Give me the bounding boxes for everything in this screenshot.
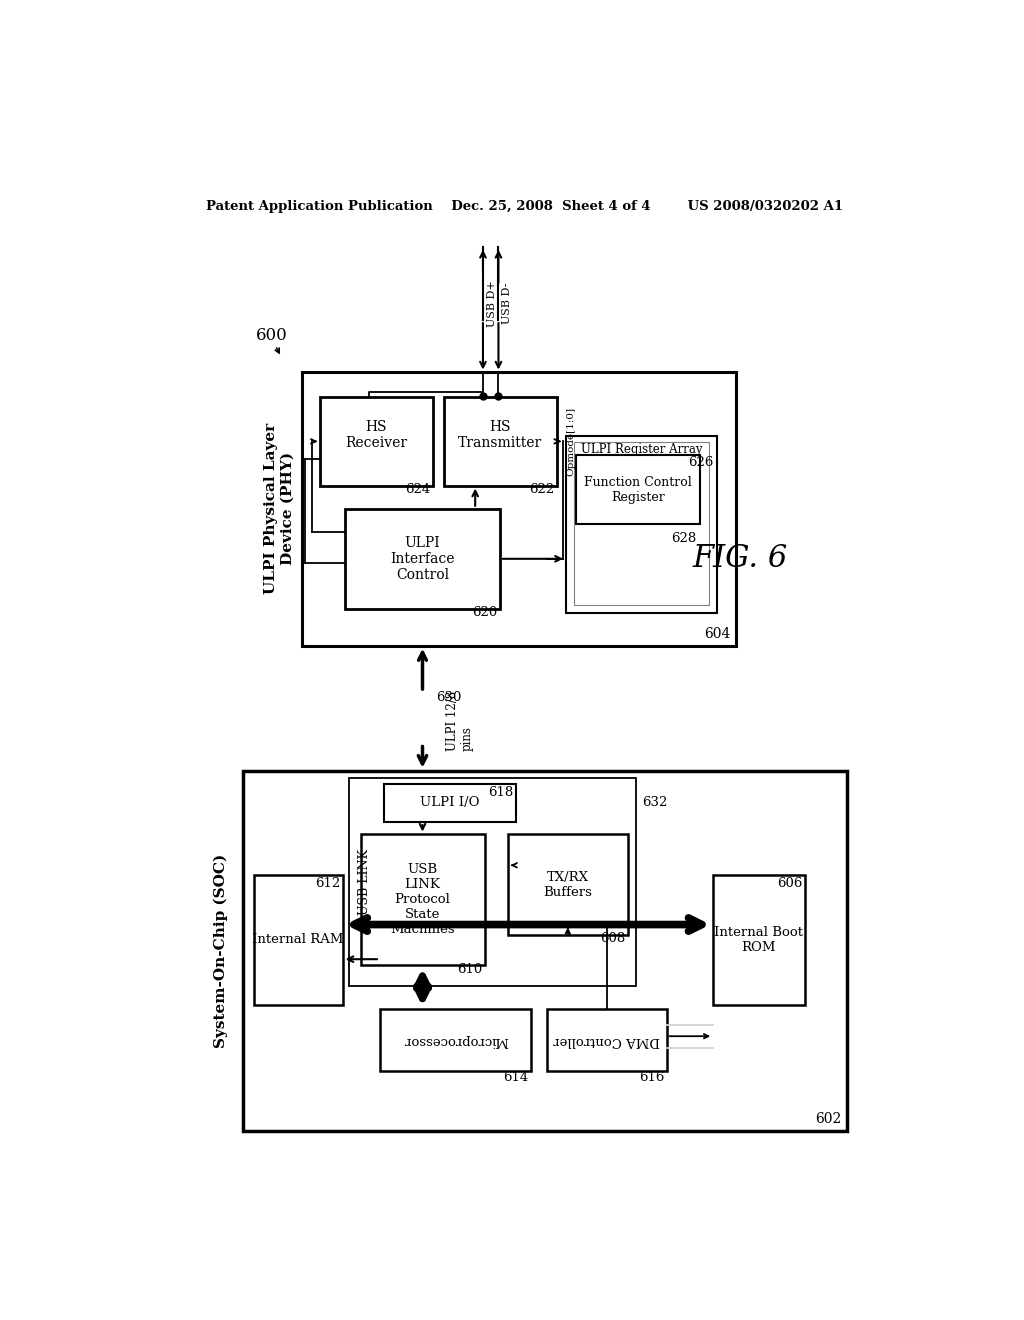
Text: Opmode[1:0]: Opmode[1:0] bbox=[566, 407, 575, 477]
Bar bbox=[384, 784, 515, 822]
Text: USB D+: USB D+ bbox=[486, 280, 497, 326]
Text: TX/RX
Buffers: TX/RX Buffers bbox=[544, 870, 592, 899]
Bar bbox=[243, 771, 847, 1131]
Text: ULPI 12/8
pins: ULPI 12/8 pins bbox=[445, 690, 474, 751]
Bar bbox=[444, 397, 557, 486]
Bar bbox=[345, 508, 500, 609]
Text: DMA Controller: DMA Controller bbox=[553, 1034, 659, 1047]
Bar bbox=[254, 874, 343, 1006]
Bar bbox=[321, 397, 432, 486]
Bar bbox=[547, 1010, 667, 1071]
Text: USB D-: USB D- bbox=[503, 282, 512, 323]
Text: Microprocessor: Microprocessor bbox=[403, 1034, 508, 1047]
Text: 600: 600 bbox=[256, 327, 288, 345]
Text: FIG. 6: FIG. 6 bbox=[692, 544, 787, 574]
Text: 612: 612 bbox=[315, 876, 340, 890]
Text: ULPI
Interface
Control: ULPI Interface Control bbox=[390, 536, 455, 582]
Text: 604: 604 bbox=[703, 627, 730, 642]
Text: 632: 632 bbox=[642, 796, 668, 809]
Text: 620: 620 bbox=[472, 606, 498, 619]
Text: 610: 610 bbox=[457, 962, 482, 975]
Text: Patent Application Publication    Dec. 25, 2008  Sheet 4 of 4        US 2008/032: Patent Application Publication Dec. 25, … bbox=[206, 199, 844, 213]
Bar bbox=[566, 436, 717, 612]
Text: HS
Transmitter: HS Transmitter bbox=[459, 420, 543, 450]
Bar bbox=[508, 834, 628, 935]
Text: 606: 606 bbox=[777, 876, 802, 890]
Bar bbox=[302, 372, 736, 645]
Text: 616: 616 bbox=[639, 1071, 665, 1084]
Bar bbox=[349, 779, 636, 986]
Text: ULPI Physical Layer
Device (PHY): ULPI Physical Layer Device (PHY) bbox=[264, 424, 294, 594]
Text: Internal RAM: Internal RAM bbox=[252, 933, 344, 946]
Text: ULPI I/O: ULPI I/O bbox=[420, 796, 479, 809]
Text: 614: 614 bbox=[504, 1071, 528, 1084]
Text: 602: 602 bbox=[815, 1113, 841, 1126]
Bar bbox=[380, 1010, 531, 1071]
Bar bbox=[713, 874, 805, 1006]
Text: 622: 622 bbox=[529, 483, 554, 496]
Text: 624: 624 bbox=[406, 483, 430, 496]
Bar bbox=[573, 442, 710, 605]
Text: System-On-Chip (SOC): System-On-Chip (SOC) bbox=[214, 854, 228, 1048]
Text: HS
Receiver: HS Receiver bbox=[345, 420, 408, 450]
Text: 630: 630 bbox=[436, 690, 462, 704]
Text: Function Control
Register: Function Control Register bbox=[584, 475, 692, 503]
Text: 618: 618 bbox=[487, 785, 513, 799]
Bar bbox=[360, 834, 484, 965]
Text: USB
LINK
Protocol
State
Machines: USB LINK Protocol State Machines bbox=[390, 863, 455, 936]
Text: USB LINK: USB LINK bbox=[357, 849, 371, 915]
Bar bbox=[575, 455, 700, 524]
Text: 608: 608 bbox=[600, 932, 626, 945]
Text: 626: 626 bbox=[688, 455, 713, 469]
Text: 628: 628 bbox=[671, 532, 696, 545]
Text: ULPI Register Array: ULPI Register Array bbox=[581, 444, 702, 455]
Text: Internal Boot
ROM: Internal Boot ROM bbox=[715, 925, 804, 954]
